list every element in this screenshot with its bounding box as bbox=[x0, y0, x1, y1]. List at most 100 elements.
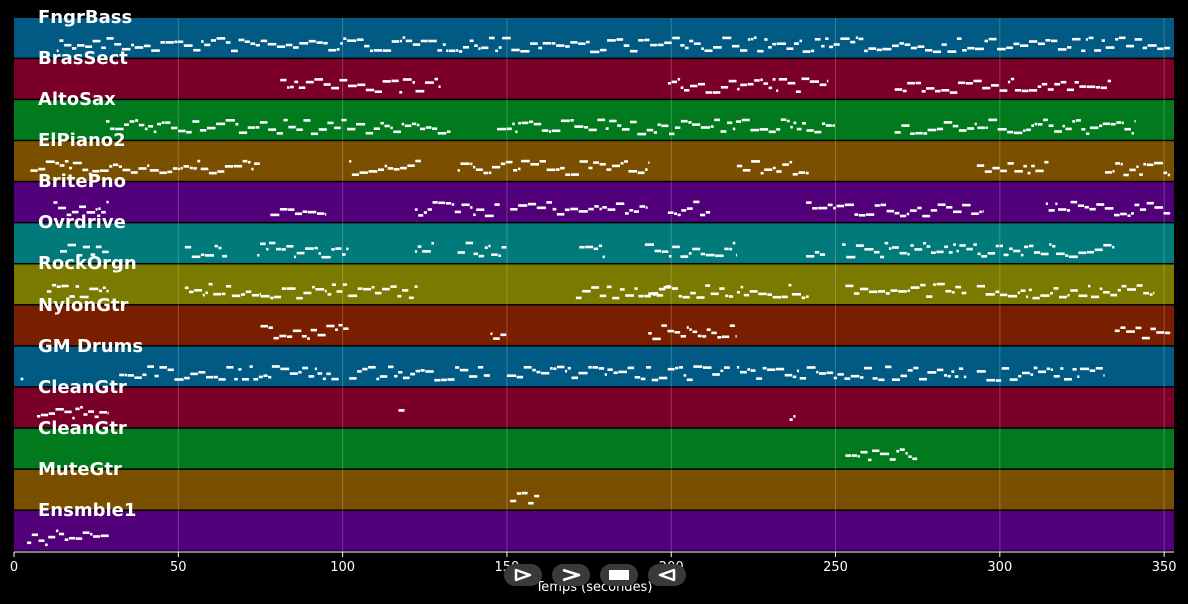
note bbox=[1078, 251, 1087, 255]
note bbox=[1136, 284, 1143, 287]
note bbox=[799, 39, 802, 43]
track-row bbox=[14, 264, 1174, 305]
note bbox=[461, 203, 470, 207]
note bbox=[999, 293, 1008, 297]
note bbox=[963, 375, 967, 379]
note bbox=[760, 171, 764, 175]
note bbox=[75, 537, 83, 540]
note bbox=[61, 284, 69, 288]
note bbox=[868, 47, 876, 50]
note bbox=[1060, 367, 1064, 370]
note bbox=[588, 128, 597, 132]
note bbox=[910, 132, 915, 135]
note bbox=[915, 81, 921, 85]
note bbox=[342, 283, 347, 286]
note bbox=[982, 86, 991, 90]
note bbox=[844, 377, 851, 380]
note bbox=[713, 46, 722, 49]
note bbox=[40, 413, 49, 417]
note bbox=[702, 366, 712, 369]
note bbox=[962, 203, 971, 207]
note bbox=[910, 46, 917, 50]
note bbox=[457, 169, 460, 172]
note bbox=[339, 78, 348, 82]
note bbox=[48, 412, 55, 415]
play-button[interactable] bbox=[504, 564, 542, 586]
note bbox=[241, 293, 246, 296]
note bbox=[1048, 209, 1055, 212]
note bbox=[736, 164, 743, 168]
note bbox=[735, 253, 738, 257]
note bbox=[1060, 80, 1067, 84]
note bbox=[1095, 367, 1103, 370]
track-row bbox=[14, 469, 1174, 510]
note bbox=[617, 124, 622, 127]
note bbox=[469, 39, 474, 43]
note bbox=[899, 42, 904, 45]
note bbox=[1054, 130, 1062, 133]
note bbox=[1081, 49, 1086, 53]
note bbox=[148, 125, 154, 128]
note bbox=[338, 323, 343, 327]
note bbox=[1086, 132, 1090, 135]
note bbox=[131, 43, 134, 47]
note bbox=[328, 48, 337, 52]
note bbox=[674, 212, 677, 215]
note bbox=[712, 373, 720, 376]
note bbox=[178, 40, 184, 44]
note bbox=[728, 79, 737, 83]
note bbox=[729, 247, 733, 251]
note bbox=[845, 454, 852, 457]
note bbox=[184, 286, 189, 290]
note bbox=[959, 244, 966, 247]
note bbox=[1045, 39, 1051, 42]
note bbox=[958, 129, 967, 132]
note bbox=[515, 130, 518, 134]
note bbox=[335, 328, 338, 331]
note bbox=[1050, 292, 1053, 295]
note bbox=[283, 118, 288, 122]
note bbox=[1146, 163, 1154, 167]
note bbox=[106, 120, 110, 123]
note bbox=[731, 44, 740, 48]
note bbox=[952, 124, 959, 128]
note bbox=[976, 284, 985, 288]
note bbox=[637, 171, 645, 175]
rewind-button[interactable] bbox=[648, 564, 686, 586]
note bbox=[506, 374, 517, 377]
note bbox=[221, 292, 226, 296]
note bbox=[303, 119, 311, 122]
stop-button[interactable] bbox=[600, 564, 638, 586]
note bbox=[758, 292, 767, 296]
note bbox=[943, 374, 947, 377]
forward-button[interactable] bbox=[552, 564, 590, 586]
note bbox=[248, 160, 251, 164]
note bbox=[840, 37, 850, 40]
note bbox=[88, 172, 92, 176]
track-row bbox=[14, 428, 1174, 469]
note bbox=[48, 535, 56, 539]
note bbox=[370, 49, 373, 53]
note bbox=[607, 368, 613, 371]
note bbox=[1038, 370, 1046, 374]
note bbox=[560, 119, 570, 123]
note bbox=[1121, 284, 1127, 288]
note bbox=[82, 245, 90, 249]
note bbox=[880, 203, 886, 207]
note bbox=[816, 370, 819, 374]
note bbox=[717, 336, 722, 339]
note bbox=[55, 408, 64, 411]
note bbox=[919, 377, 927, 381]
note bbox=[1010, 77, 1015, 81]
note bbox=[602, 255, 605, 259]
note bbox=[889, 458, 896, 461]
note bbox=[437, 49, 443, 52]
note bbox=[491, 165, 501, 169]
note bbox=[680, 119, 688, 123]
note bbox=[316, 41, 323, 44]
note bbox=[172, 167, 178, 170]
note bbox=[809, 80, 819, 83]
note bbox=[705, 253, 715, 257]
note bbox=[977, 252, 981, 256]
note bbox=[556, 213, 565, 216]
